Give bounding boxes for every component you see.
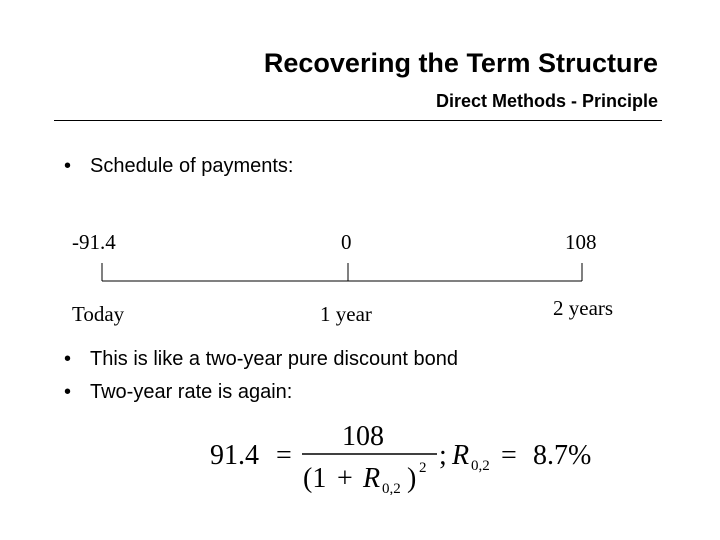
- bullet-dot: •: [64, 381, 72, 403]
- rate-formula: 91.4 = 108 (1 + R 0,2 ) 2 ; R 0,2 = 8.7%: [210, 421, 591, 495]
- slide-subtitle: Direct Methods - Principle: [435, 91, 658, 111]
- bullet-two-year-rate: • Two-year rate is again:: [64, 381, 292, 404]
- formula-equals: =: [276, 440, 292, 471]
- formula-numerator: 108: [342, 421, 384, 452]
- payment-today: -91.4: [72, 230, 116, 254]
- rate-equals: =: [501, 440, 517, 471]
- bullet-text: Two-year rate is again:: [90, 381, 293, 403]
- rate-value: 8.7%: [533, 440, 591, 471]
- label-year-1: 1 year: [320, 302, 372, 326]
- rate-subscript: 0,2: [471, 458, 490, 474]
- bullet-dot: •: [64, 155, 72, 177]
- payment-year-1: 0: [341, 230, 352, 254]
- bullet-text: Schedule of payments:: [90, 155, 294, 177]
- bullet-dot: •: [64, 348, 72, 370]
- label-year-2: 2 years: [553, 296, 614, 320]
- formula-separator: ;: [439, 440, 447, 471]
- title-divider: [54, 120, 662, 121]
- bullet-text: This is like a two-year pure discount bo…: [90, 348, 458, 370]
- denominator-close: ): [407, 463, 416, 494]
- formula-lhs: 91.4: [210, 440, 259, 471]
- bullet-discount-bond: • This is like a two-year pure discount b…: [64, 348, 458, 371]
- slide-title: Recovering the Term Structure: [263, 48, 658, 78]
- rate-r: R: [451, 440, 469, 471]
- bullet-schedule: • Schedule of payments:: [64, 155, 293, 178]
- denominator-r: R: [362, 463, 380, 494]
- denominator-plus: +: [337, 463, 353, 494]
- denominator-exponent: 2: [419, 460, 427, 476]
- payment-year-2: 108: [565, 230, 597, 254]
- denominator-open: (1: [303, 463, 326, 494]
- label-today: Today: [72, 302, 125, 326]
- denominator-subscript: 0,2: [382, 481, 401, 495]
